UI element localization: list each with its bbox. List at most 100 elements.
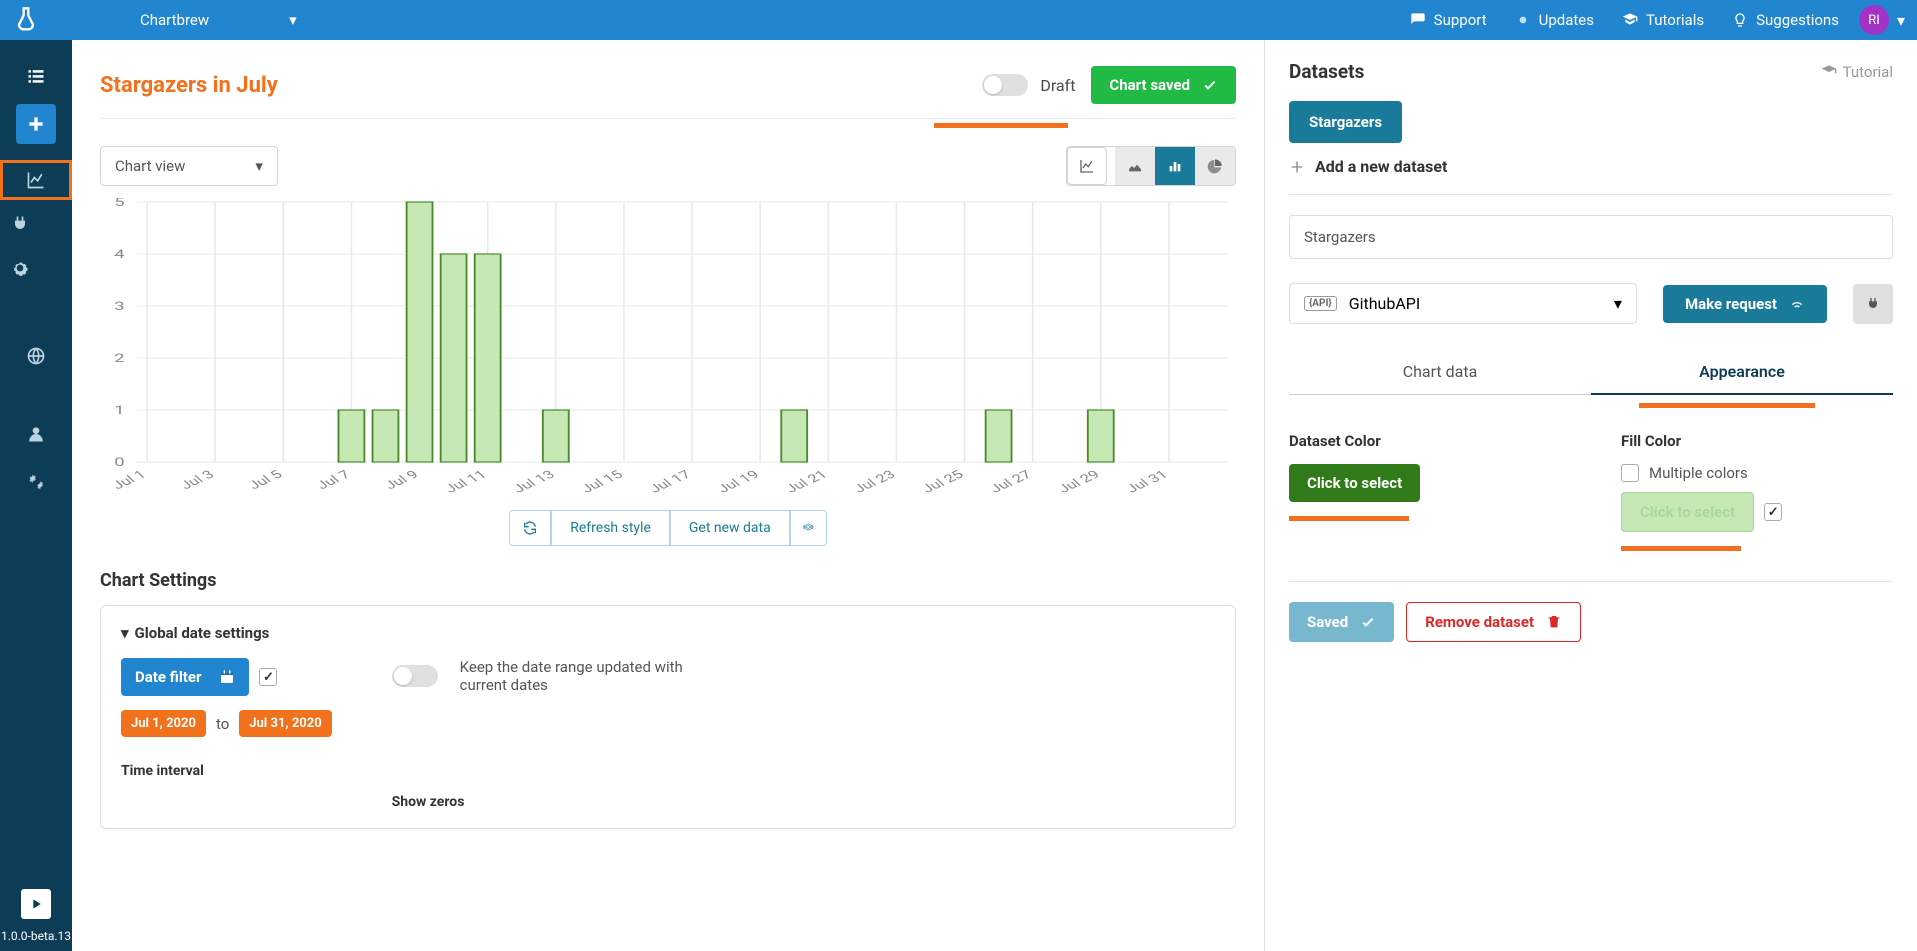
fill-color-checkbox[interactable] xyxy=(1764,503,1782,521)
svg-text:Jul 21: Jul 21 xyxy=(783,468,831,495)
plus-icon xyxy=(26,114,46,134)
chart-type-area[interactable] xyxy=(1115,147,1155,185)
time-interval-label: Time interval xyxy=(121,763,332,779)
chevron-down-icon[interactable]: ▾ xyxy=(1897,11,1905,30)
svg-text:2: 2 xyxy=(114,351,125,365)
sidebar-item-charts[interactable] xyxy=(0,160,72,200)
draft-label: Draft xyxy=(1040,76,1075,95)
sidebar-item-add[interactable] xyxy=(16,104,56,144)
fill-color-label: Fill Color xyxy=(1621,432,1893,450)
sidebar-item-menu[interactable] xyxy=(16,56,56,96)
keep-updated-toggle[interactable] xyxy=(392,665,438,687)
dataset-color-button[interactable]: Click to select xyxy=(1289,464,1420,502)
page-title: Stargazers in July xyxy=(100,73,278,98)
datasets-heading: Datasets xyxy=(1289,60,1364,83)
chart-saved-button[interactable]: Chart saved xyxy=(1091,66,1236,104)
nav-updates[interactable]: Updates xyxy=(1515,11,1594,29)
nav-support[interactable]: Support xyxy=(1410,11,1487,29)
svg-text:Jul 17: Jul 17 xyxy=(646,468,694,495)
plugin-button[interactable] xyxy=(1853,284,1893,324)
keep-updated-label: Keep the date range updated with current… xyxy=(460,658,700,694)
lightbulb-icon xyxy=(1732,12,1748,28)
global-date-settings-toggle[interactable]: ▾ Global date settings xyxy=(121,624,1215,642)
api-badge-icon: {API} xyxy=(1304,296,1337,311)
date-to-word: to xyxy=(216,715,229,733)
graduation-cap-icon xyxy=(1821,64,1837,80)
sidebar-item-team-settings[interactable] xyxy=(16,462,56,502)
svg-text:Jul 29: Jul 29 xyxy=(1055,468,1103,495)
highlight-bar xyxy=(934,123,1068,128)
chevron-down-icon: ▾ xyxy=(255,157,263,175)
refresh-icon-button[interactable] xyxy=(509,510,551,546)
tab-chart-data[interactable]: Chart data xyxy=(1289,352,1591,394)
date-to-pill[interactable]: Jul 31, 2020 xyxy=(239,710,331,737)
remove-dataset-button[interactable]: Remove dataset xyxy=(1406,602,1581,642)
svg-text:Jul 23: Jul 23 xyxy=(851,468,899,495)
sidebar-item-team[interactable] xyxy=(16,414,56,454)
chart-type-bar[interactable] xyxy=(1155,147,1195,185)
make-request-button[interactable]: Make request xyxy=(1663,285,1827,323)
connection-select[interactable]: {API} GithubAPI ▾ xyxy=(1289,283,1637,324)
chart-type-pie[interactable] xyxy=(1195,147,1235,185)
chart-settings-card: ▾ Global date settings Date filter xyxy=(100,605,1236,829)
multiple-colors-checkbox[interactable] xyxy=(1621,464,1639,482)
nav-suggestions[interactable]: Suggestions xyxy=(1732,11,1839,29)
chart-view-select[interactable]: Chart view ▾ xyxy=(100,146,278,186)
dataset-tabs: Chart data Appearance xyxy=(1289,352,1893,395)
sidebar-item-expand[interactable] xyxy=(21,889,51,919)
user-icon xyxy=(26,424,46,444)
svg-text:4: 4 xyxy=(114,247,125,261)
tutorial-link[interactable]: Tutorial xyxy=(1821,63,1893,81)
saved-button[interactable]: Saved xyxy=(1289,602,1394,642)
caret-down-icon: ▾ xyxy=(121,624,129,642)
nav-tutorials[interactable]: Tutorials xyxy=(1622,11,1704,29)
more-options-button[interactable]: ︽︾ xyxy=(790,510,827,546)
sidebar-item-settings[interactable] xyxy=(0,248,40,288)
svg-text:Jul 19: Jul 19 xyxy=(714,468,762,495)
globe-icon xyxy=(26,346,46,366)
dataset-tab[interactable]: Stargazers xyxy=(1289,101,1402,143)
chevron-down-icon: ▾ xyxy=(1614,294,1622,313)
draft-toggle[interactable] xyxy=(982,74,1028,96)
fill-color-button[interactable]: Click to select xyxy=(1621,492,1754,532)
tab-appearance[interactable]: Appearance xyxy=(1591,352,1893,395)
svg-text:Jul 9: Jul 9 xyxy=(382,468,423,492)
svg-text:Jul 27: Jul 27 xyxy=(987,468,1035,495)
get-new-data-button[interactable]: Get new data xyxy=(670,510,790,546)
area-chart-icon xyxy=(1127,158,1143,174)
project-name: Chartbrew xyxy=(140,11,209,29)
date-from-pill[interactable]: Jul 1, 2020 xyxy=(121,710,206,737)
chart-line-icon xyxy=(26,170,46,190)
bar-chart-icon xyxy=(1167,158,1183,174)
project-dropdown[interactable]: Chartbrew ▾ xyxy=(140,11,297,29)
date-filter-button[interactable]: Date filter xyxy=(121,658,249,696)
sidebar-item-public[interactable] xyxy=(16,336,56,376)
svg-text:Jul 31: Jul 31 xyxy=(1123,468,1171,495)
comment-icon xyxy=(1410,12,1426,28)
datasets-pane: Datasets Tutorial Stargazers Add a new d… xyxy=(1265,40,1917,951)
dataset-name-input[interactable] xyxy=(1289,215,1893,259)
svg-text:Jul 11: Jul 11 xyxy=(442,468,490,495)
date-filter-checkbox[interactable] xyxy=(259,668,277,686)
plug-icon xyxy=(10,214,30,234)
chart-type-toggle xyxy=(1066,146,1236,186)
chevron-down-icon: ▾ xyxy=(289,11,297,29)
add-dataset-button[interactable]: Add a new dataset xyxy=(1289,157,1893,195)
svg-text:Jul 7: Jul 7 xyxy=(313,468,354,492)
svg-text:Jul 1: Jul 1 xyxy=(109,468,150,492)
refresh-style-button[interactable]: Refresh style xyxy=(551,510,670,546)
sidebar-item-connections[interactable] xyxy=(0,204,40,244)
app-logo[interactable] xyxy=(12,6,40,34)
chart-type-line[interactable] xyxy=(1067,147,1107,185)
chart-canvas: 012345Jul 1Jul 3Jul 5Jul 7Jul 9Jul 11Jul… xyxy=(100,198,1236,498)
svg-text:Jul 5: Jul 5 xyxy=(245,468,286,492)
wifi-icon xyxy=(1789,296,1805,312)
list-icon xyxy=(26,66,46,86)
topbar-nav: Support Updates Tutorials Suggestions xyxy=(1410,11,1839,29)
version-label: 1.0.0-beta.13 xyxy=(1,925,71,951)
user-avatar[interactable]: RI xyxy=(1859,5,1889,35)
svg-text:3: 3 xyxy=(114,299,124,313)
chart-settings-heading: Chart Settings xyxy=(100,570,1236,591)
svg-text:Jul 25: Jul 25 xyxy=(919,468,967,495)
double-chevron-icon: ︽︾ xyxy=(803,520,814,536)
